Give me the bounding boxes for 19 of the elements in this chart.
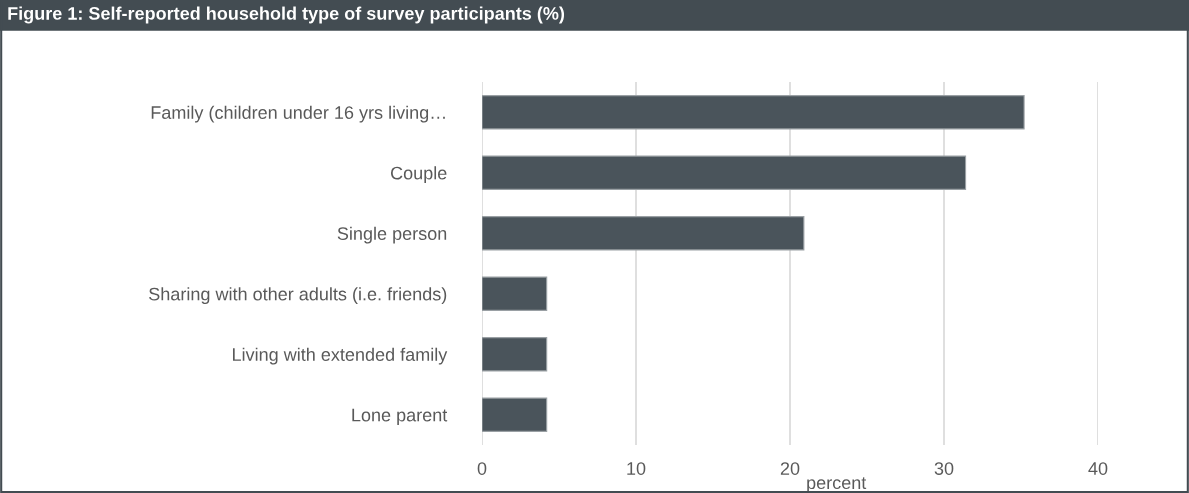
x-axis-title: percent (807, 477, 867, 493)
x-tick-label: 10 (627, 462, 646, 475)
y-tick-label: Single person (337, 226, 447, 244)
y-tick-label: Family (children under 16 yrs living… (151, 105, 445, 123)
x-tick-label: 0 (477, 462, 487, 475)
x-tick-label: 40 (1088, 462, 1108, 475)
x-tick-label: 30 (934, 462, 954, 475)
bar (482, 337, 548, 372)
y-tick-label: Sharing with other adults (i.e. friends) (149, 287, 447, 305)
bar (482, 155, 967, 190)
bar (482, 397, 548, 432)
x-tick-label: 20 (780, 462, 800, 475)
bar (482, 216, 805, 251)
text: Figure 1: Self-reported household type of survey participants (%) (8, 6, 565, 24)
y-tick-label: Couple (390, 166, 447, 184)
y-tick-label: Lone parent (352, 408, 448, 426)
bar (482, 95, 1025, 130)
y-tick-label: Living with extended family (233, 347, 448, 365)
bar (482, 276, 548, 311)
